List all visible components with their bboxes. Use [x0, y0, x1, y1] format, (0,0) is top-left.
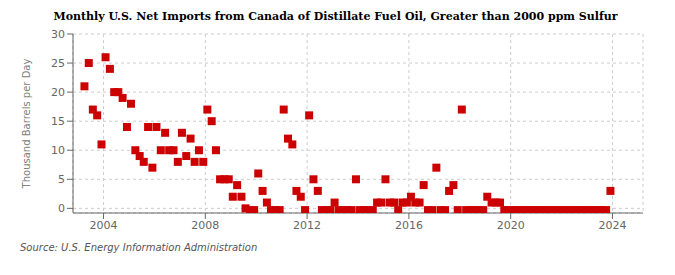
svg-text:2024: 2024	[598, 219, 626, 232]
svg-text:0: 0	[58, 202, 65, 215]
svg-text:5: 5	[58, 173, 65, 186]
svg-text:2016: 2016	[395, 219, 423, 232]
svg-text:2004: 2004	[90, 219, 118, 232]
html-text:Source: U.S. Energy Informatio: Source: U.S. Energy Information Administ…	[20, 242, 258, 253]
svg-text:30: 30	[51, 28, 65, 41]
svg-text:Thousand Barrels per Day: Thousand Barrels per Day	[21, 59, 32, 190]
svg-text:25: 25	[51, 57, 65, 70]
html-text:Monthly U.S. Net Imports from: Monthly U.S. Net Imports from Canada of …	[53, 10, 618, 23]
svg-text:2020: 2020	[497, 219, 525, 232]
svg-text:20: 20	[51, 86, 65, 99]
svg-text:2012: 2012	[293, 219, 321, 232]
svg-text:10: 10	[51, 144, 65, 157]
svg-text:2008: 2008	[191, 219, 219, 232]
svg-text:15: 15	[51, 115, 65, 128]
